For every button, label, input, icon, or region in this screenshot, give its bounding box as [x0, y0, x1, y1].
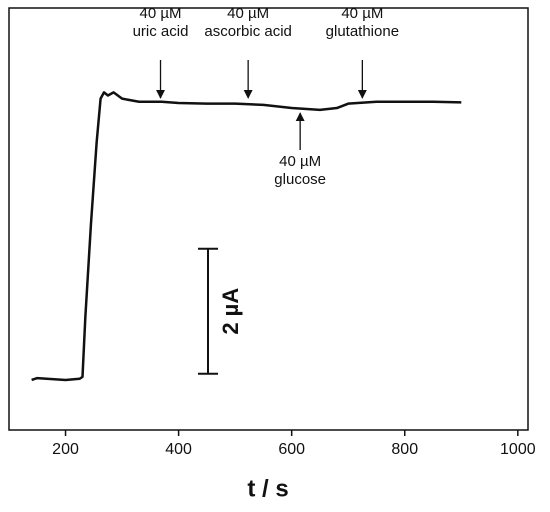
plot-frame — [8, 7, 529, 431]
annotation-text: glucose — [274, 171, 326, 188]
x-tick-label: 1000 — [500, 441, 536, 458]
x-tick-label: 400 — [165, 441, 192, 458]
x-tick-label: 200 — [52, 441, 79, 458]
x-tick-label: 600 — [278, 441, 305, 458]
annotation-text: uric acid — [133, 23, 189, 40]
annotation-text: glutathione — [326, 23, 399, 40]
annotation-text: 40 µM — [140, 5, 182, 22]
annotation-text: 40 µM — [341, 5, 383, 22]
annotation-text: 40 µM — [279, 153, 321, 170]
annotation-text: ascorbic acid — [204, 23, 292, 40]
data-line — [31, 91, 462, 382]
scale-bar-label: 2 µA — [218, 288, 243, 335]
x-axis-label: t / s — [247, 475, 288, 502]
x-tick-label: 800 — [391, 441, 418, 458]
annotation-text: 40 µM — [227, 5, 269, 22]
